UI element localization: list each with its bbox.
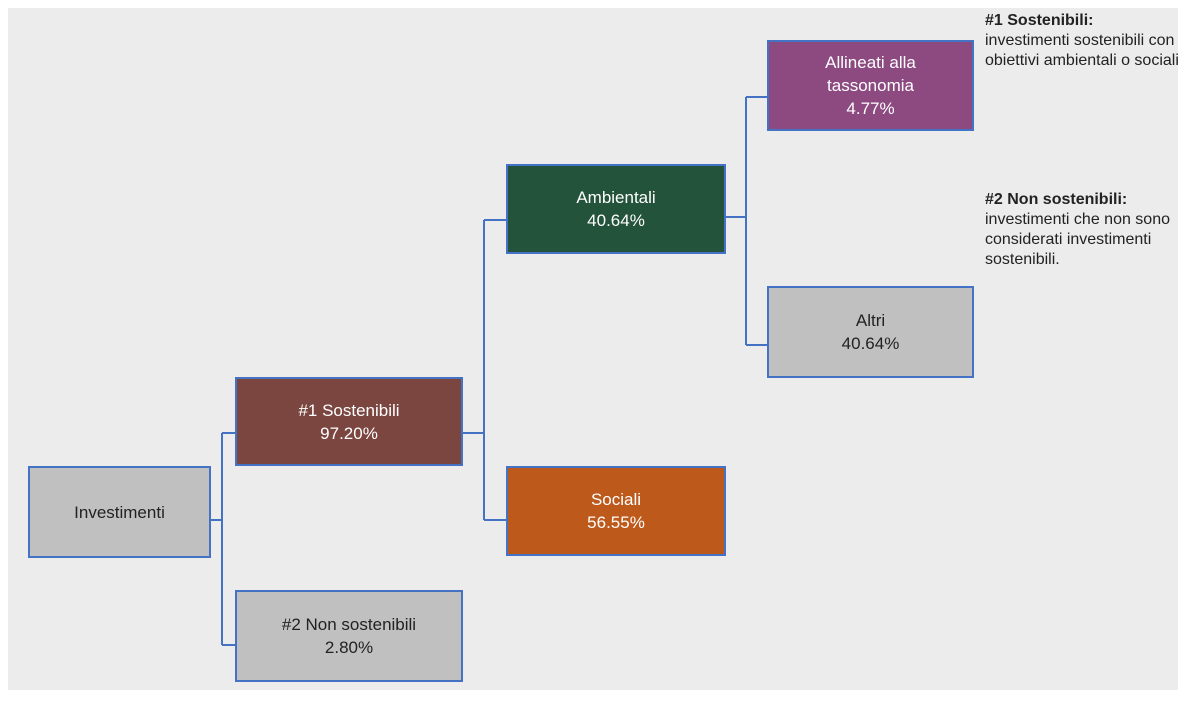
node-sostenibili-value: 97.20% bbox=[320, 423, 378, 443]
diagram-background bbox=[8, 8, 1178, 690]
node-altri: Altri 40.64% bbox=[767, 286, 974, 378]
connector-ambientali bbox=[725, 96, 768, 346]
connector-sostenibili bbox=[462, 219, 507, 521]
node-sostenibili: #1 Sostenibili 97.20% bbox=[235, 377, 463, 466]
node-altri-label: Altri bbox=[855, 311, 886, 330]
legend-sostenibili-term: #1 Sostenibili: bbox=[985, 12, 1094, 29]
node-sociali-label: Sociali bbox=[590, 490, 642, 509]
node-allineati-tassonomia: Allineati alla tassonomia 4.77% bbox=[767, 40, 974, 131]
legend-non-sostenibili-term: #2 Non sostenibili: bbox=[985, 191, 1128, 208]
node-ambientali-value: 40.64% bbox=[587, 211, 645, 230]
node-investimenti: Investimenti bbox=[28, 466, 211, 558]
legend-non-sostenibili: #2 Non sostenibili: investimenti che non… bbox=[985, 190, 1180, 270]
node-ambientali: Ambientali 40.64% bbox=[506, 164, 726, 254]
node-sostenibili-label: #1 Sostenibili bbox=[298, 400, 400, 420]
legend-non-sostenibili-description: investimenti che non sono considerati in… bbox=[985, 211, 1170, 268]
node-non-sostenibili-value: 2.80% bbox=[324, 638, 374, 657]
node-allineati-label-line1: Allineati alla bbox=[825, 53, 916, 72]
node-sociali-value: 56.55% bbox=[587, 513, 645, 532]
node-ambientali-label: Ambientali bbox=[576, 188, 656, 207]
node-investimenti-label: Investimenti bbox=[74, 502, 165, 522]
node-altri-value: 40.64% bbox=[841, 334, 900, 353]
node-non-sostenibili: #2 Non sostenibili 2.80% bbox=[235, 590, 463, 682]
node-sociali: Sociali 56.55% bbox=[506, 466, 726, 556]
node-allineati-value: 4.77% bbox=[846, 99, 895, 118]
legend-sostenibili-description: investimenti sostenibili con obiettivi a… bbox=[985, 32, 1179, 69]
node-non-sostenibili-label: #2 Non sostenibili bbox=[281, 615, 417, 634]
node-allineati-label-line2: tassonomia bbox=[827, 76, 914, 95]
connector-investimenti bbox=[210, 432, 236, 646]
legend-sostenibili: #1 Sostenibili: investimenti sostenibili… bbox=[985, 11, 1180, 71]
